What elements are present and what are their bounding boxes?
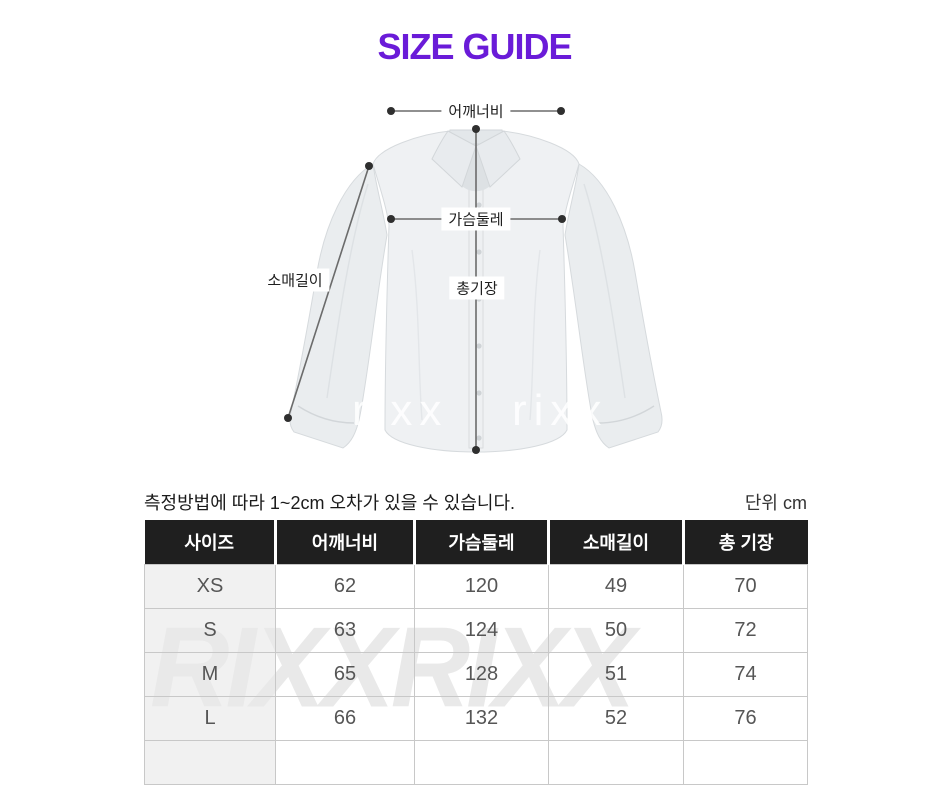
size-table-body: XS 62 120 49 70 S 63 124 50 72 M 65 128 51 74 L 66 132 52 7…	[144, 564, 808, 785]
table-cell: S	[144, 608, 276, 653]
table-header-cell: 소매길이	[547, 520, 684, 565]
sleeve-length-label: 소매길이	[260, 268, 330, 292]
chest-girth-label: 가슴둘레	[441, 207, 511, 231]
table-cell: 72	[683, 608, 808, 653]
note-row: 측정방법에 따라 1~2cm 오차가 있을 수 있습니다. 단위 cm	[144, 489, 807, 515]
table-cell: XS	[144, 564, 276, 609]
table-cell	[144, 740, 276, 785]
table-header-cell: 총 기장	[682, 520, 808, 565]
table-cell: 51	[548, 652, 684, 697]
table-cell: 63	[275, 608, 415, 653]
table-cell: 76	[683, 696, 808, 741]
shoulder-width-label: 어깨너비	[441, 99, 511, 123]
table-cell	[683, 740, 808, 785]
table-cell: 66	[275, 696, 415, 741]
table-cell: 132	[414, 696, 549, 741]
table-cell: 74	[683, 652, 808, 697]
measurement-dots	[284, 107, 566, 454]
table-cell: 65	[275, 652, 415, 697]
shirt-sleeves	[289, 163, 663, 449]
table-cell: 128	[414, 652, 549, 697]
table-cell	[414, 740, 549, 785]
table-row: L 66 132 52 76	[144, 696, 808, 741]
measurement-note: 측정방법에 따라 1~2cm 오차가 있을 수 있습니다.	[144, 493, 516, 513]
table-cell: 50	[548, 608, 684, 653]
size-table: 사이즈 어깨너비 가슴둘레 소매길이 총 기장 XS 62 120 49 70 S 63 124 50 7…	[144, 520, 808, 785]
sleeve-line	[287, 165, 370, 419]
size-table-wrap: RIXXRIXX 사이즈 어깨너비 가슴둘레 소매길이 총 기장 XS 62 120 49 70…	[144, 520, 808, 785]
table-row: S 63 124 50 72	[144, 608, 808, 653]
table-header-row: 사이즈 어깨너비 가슴둘레 소매길이 총 기장	[144, 520, 808, 565]
table-cell: 62	[275, 564, 415, 609]
table-cell	[548, 740, 684, 785]
table-header-cell: 어깨너비	[274, 520, 415, 565]
table-cell: 120	[414, 564, 549, 609]
table-cell: 124	[414, 608, 549, 653]
table-cell: 49	[548, 564, 684, 609]
table-cell: L	[144, 696, 276, 741]
table-row	[144, 740, 808, 785]
table-cell: 52	[548, 696, 684, 741]
table-row: M 65 128 51 74	[144, 652, 808, 697]
unit-label: 단위 cm	[744, 493, 807, 513]
table-cell	[275, 740, 415, 785]
table-header-cell: 사이즈	[144, 520, 276, 565]
table-cell: M	[144, 652, 276, 697]
total-length-label: 총기장	[449, 276, 505, 300]
page-title: SIZE GUIDE	[377, 26, 572, 67]
table-row: XS 62 120 49 70	[144, 564, 808, 609]
table-cell: 70	[683, 564, 808, 609]
table-header-cell: 가슴둘레	[413, 520, 549, 565]
